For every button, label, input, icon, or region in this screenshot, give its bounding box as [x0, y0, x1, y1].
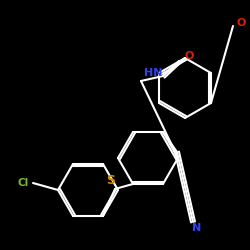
Text: O: O: [236, 18, 246, 28]
Text: O: O: [184, 51, 194, 61]
Text: Cl: Cl: [18, 178, 28, 188]
Text: HN: HN: [144, 68, 162, 78]
Text: S: S: [106, 174, 116, 188]
Text: N: N: [192, 223, 202, 233]
